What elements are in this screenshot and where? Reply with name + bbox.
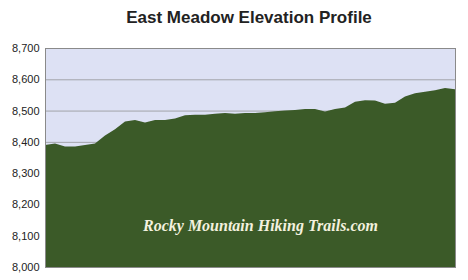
svg-text:8,400: 8,400 xyxy=(12,136,40,148)
html-text:East Meadow Elevation Profile: East Meadow Elevation Profile xyxy=(126,8,372,27)
svg-text:Rocky Mountain Hiking Trails.c: Rocky Mountain Hiking Trails.com xyxy=(142,217,378,235)
svg-text:8,200: 8,200 xyxy=(12,198,40,210)
svg-text:8,500: 8,500 xyxy=(12,105,40,117)
svg-text:8,600: 8,600 xyxy=(12,73,40,85)
svg-text:8,000: 8,000 xyxy=(12,261,40,273)
svg-text:8,300: 8,300 xyxy=(12,167,40,179)
svg-text:8,700: 8,700 xyxy=(12,42,40,54)
svg-text:8,100: 8,100 xyxy=(12,230,40,242)
